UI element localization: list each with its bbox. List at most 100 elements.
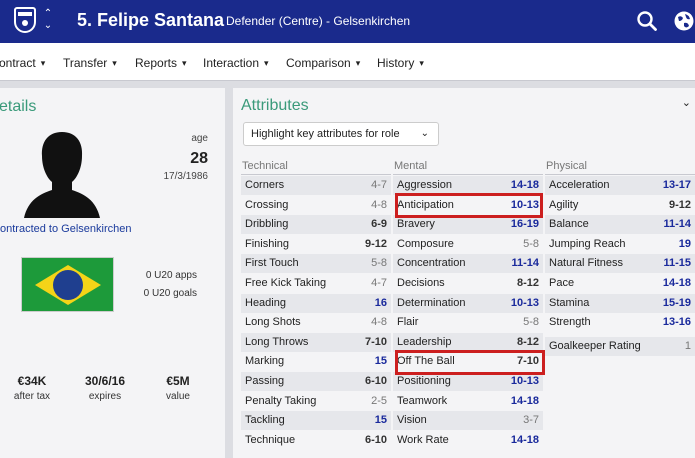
attribute-row-jumping-reach[interactable]: Jumping Reach 19	[545, 235, 695, 254]
attribute-name: Finishing	[245, 237, 290, 250]
attribute-row-balance[interactable]: Balance 11-14	[545, 215, 695, 235]
attribute-name: Positioning	[397, 375, 451, 387]
attribute-row-positioning[interactable]: Positioning 10-13	[393, 372, 543, 391]
attribute-row-bravery[interactable]: Bravery 16-19	[393, 215, 543, 235]
attribute-row-free-kick-taking[interactable]: Free Kick Taking 4-7	[241, 274, 391, 293]
club-crest-icon[interactable]	[14, 7, 36, 33]
attribute-name: Pace	[549, 277, 575, 289]
highlight-role-dropdown[interactable]: Highlight key attributes for role ⌄	[243, 122, 439, 146]
attribute-row-aggression[interactable]: Aggression 14-18	[393, 176, 543, 195]
attribute-name: Vision	[397, 414, 427, 427]
up-down-arrows-icon[interactable]: ⌃ ⌄	[43, 8, 53, 31]
attribute-row-stamina[interactable]: Stamina 15-19	[545, 293, 695, 313]
wage-value: €34K	[17, 374, 47, 388]
attribute-row-concentration[interactable]: Concentration 11-14	[393, 254, 543, 274]
attribute-row-long-throws[interactable]: Long Throws 7-10	[241, 332, 391, 352]
attribute-row-work-rate[interactable]: Work Rate 14-18	[393, 431, 543, 450]
attribute-name: Aggression	[397, 179, 453, 191]
chevron-down-icon: ▾	[182, 58, 187, 68]
attribute-name: Marking	[245, 355, 285, 368]
attribute-row-anticipation[interactable]: Anticipation 10-13	[393, 196, 543, 215]
attribute-row-flair[interactable]: Flair 5-8	[393, 313, 543, 332]
attribute-value: 14-18	[662, 277, 691, 289]
attribute-row-agility[interactable]: Agility 9-12	[545, 196, 695, 215]
attribute-value: 16	[374, 296, 387, 309]
attribute-row-decisions[interactable]: Decisions 8-12	[393, 274, 543, 293]
contract-link[interactable]: ontracted to Gelsenkirchen	[0, 223, 132, 235]
attribute-row-tackling[interactable]: Tackling 15	[241, 411, 391, 431]
globe-icon[interactable]	[673, 10, 695, 32]
off-the-ball-highlight-box	[395, 350, 545, 375]
attribute-name: Free Kick Taking	[245, 277, 327, 289]
attribute-value: 4-7	[371, 179, 387, 191]
attribute-row-leadership[interactable]: Leadership 8-12	[393, 332, 543, 352]
attribute-name: Work Rate	[397, 433, 449, 446]
attribute-value: 11-14	[511, 257, 539, 270]
mental-heading: Mental	[394, 160, 428, 172]
tab-reports[interactable]: Reports ▾	[135, 56, 187, 70]
search-icon[interactable]	[636, 10, 658, 32]
attribute-value: 5-8	[523, 237, 539, 250]
attribute-row-strength[interactable]: Strength 13-16	[545, 313, 695, 332]
attribute-name: Teamwork	[397, 394, 448, 407]
attribute-row-finishing[interactable]: Finishing 9-12	[241, 235, 391, 254]
attribute-name: Corners	[245, 179, 285, 191]
attribute-row-heading[interactable]: Heading 16	[241, 293, 391, 313]
attribute-row-off-the-ball[interactable]: Off The Ball 7-10	[393, 352, 543, 371]
attribute-value: 11-15	[663, 257, 691, 270]
attribute-value: 4-7	[371, 277, 387, 289]
attribute-name: First Touch	[245, 257, 299, 270]
attribute-name: Crossing	[245, 198, 289, 211]
attribute-row-passing[interactable]: Passing 6-10	[241, 372, 391, 391]
attribute-row-determination[interactable]: Determination 10-13	[393, 293, 543, 313]
attribute-value: 4-8	[371, 198, 387, 211]
attributes-title: Attributes	[241, 97, 309, 114]
attribute-row-dribbling[interactable]: Dribbling 6-9	[241, 215, 391, 235]
player-header: ⌃ ⌄ 5. Felipe Santana Defender (Centre) -…	[0, 0, 695, 43]
attribute-row-first-touch[interactable]: First Touch 5-8	[241, 254, 391, 274]
player-position-club: Defender (Centre) - Gelsenkirchen	[226, 14, 411, 28]
tab-contract[interactable]: ontract ▾	[0, 56, 46, 70]
attribute-name: Technique	[245, 433, 296, 446]
attribute-name: Bravery	[397, 218, 435, 231]
chevron-down-icon: ⌄	[420, 128, 429, 139]
chevron-down-icon: ▾	[419, 58, 424, 68]
attribute-name: Decisions	[397, 277, 445, 289]
chevron-down-icon[interactable]: ⌄	[681, 97, 691, 109]
attribute-row-vision[interactable]: Vision 3-7	[393, 411, 543, 431]
attribute-row-technique[interactable]: Technique 6-10	[241, 431, 391, 450]
tab-history[interactable]: History ▾	[377, 56, 424, 70]
attribute-name: Flair	[397, 316, 419, 329]
attributes-panel: Attributes ⌄ Highlight key attributes fo…	[233, 88, 695, 458]
attribute-row-natural-fitness[interactable]: Natural Fitness 11-15	[545, 254, 695, 274]
u20-apps: 0 U20 apps	[145, 270, 197, 281]
attribute-row-teamwork[interactable]: Teamwork 14-18	[393, 392, 543, 411]
attribute-name: Agility	[549, 198, 579, 211]
attribute-value: 13-17	[662, 179, 691, 191]
attribute-row-marking[interactable]: Marking 15	[241, 352, 391, 371]
attribute-row-corners[interactable]: Corners 4-7	[241, 176, 391, 195]
attribute-name: Passing	[245, 375, 285, 387]
player-silhouette-icon	[24, 132, 100, 218]
tab-comparison[interactable]: Comparison ▾	[286, 56, 361, 70]
attribute-value: 10-13	[510, 375, 539, 387]
attribute-row-pace[interactable]: Pace 14-18	[545, 274, 695, 293]
age-value: 28	[190, 150, 208, 167]
details-title: etails	[0, 98, 37, 115]
attribute-name: Tackling	[245, 414, 285, 427]
tab-transfer[interactable]: Transfer ▾	[63, 56, 117, 70]
details-panel: etails age 28 17/3/1986 ontracted to Gel…	[0, 88, 225, 458]
tab-interaction[interactable]: Interaction ▾	[203, 56, 269, 70]
attribute-row-acceleration[interactable]: Acceleration 13-17	[545, 176, 695, 195]
attribute-row-crossing[interactable]: Crossing 4-8	[241, 196, 391, 215]
attribute-value: 15	[374, 355, 387, 368]
attribute-row-composure[interactable]: Composure 5-8	[393, 235, 543, 254]
attribute-name: Balance	[549, 218, 589, 231]
attribute-value: 19	[678, 237, 691, 250]
attribute-value: 14-18	[510, 394, 539, 407]
attribute-row-long-shots[interactable]: Long Shots 4-8	[241, 313, 391, 332]
attribute-row-penalty-taking[interactable]: Penalty Taking 2-5	[241, 392, 391, 411]
attribute-name: Heading	[245, 296, 286, 309]
attribute-row-goalkeeper-rating[interactable]: Goalkeeper Rating 1	[545, 336, 695, 356]
attribute-value: 14-18	[510, 179, 539, 191]
